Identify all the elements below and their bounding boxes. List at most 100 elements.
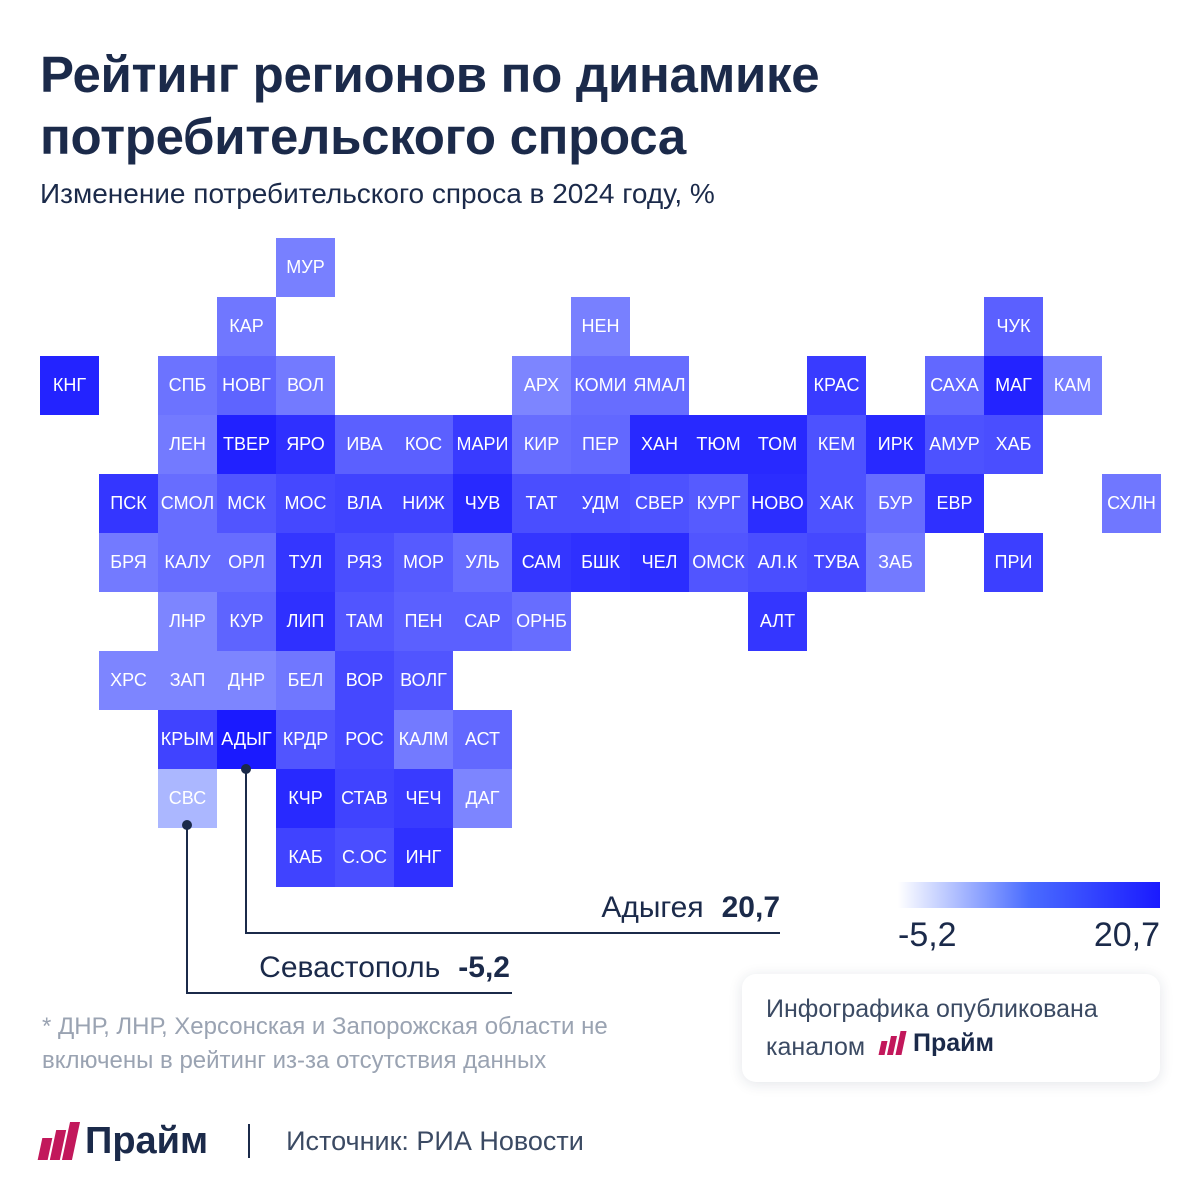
region-tile-1: КАР — [217, 297, 276, 356]
prime-logo-icon — [878, 1031, 907, 1055]
publication-brand: Прайм — [878, 1026, 995, 1060]
publication-card[interactable]: Инфографика опубликована каналом Прайм — [742, 974, 1160, 1082]
region-tile-64: ТАМ — [335, 592, 394, 651]
region-tile-25: ТОМ — [748, 415, 807, 474]
region-tile-26: КЕМ — [807, 415, 866, 474]
region-tile-75: КРЫМ — [158, 710, 217, 769]
region-tile-53: САМ — [512, 533, 571, 592]
region-tile-31: СМОЛ — [158, 474, 217, 533]
region-tile-40: КУРГ — [689, 474, 748, 533]
region-tile-87: С.ОС — [335, 828, 394, 887]
region-tile-24: ТЮМ — [689, 415, 748, 474]
region-tile-23: ХАН — [630, 415, 689, 474]
region-tile-46: БРЯ — [99, 533, 158, 592]
region-tile-32: МСК — [217, 474, 276, 533]
page-subtitle: Изменение потребительского спроса в 2024… — [40, 178, 715, 209]
region-tile-81: СВС — [158, 769, 217, 828]
callout-min-label: Севастополь -5,2 — [259, 950, 510, 986]
region-tile-5: СПБ — [158, 356, 217, 415]
footnote: * ДНР, ЛНР, Херсонская и Запорожская обл… — [42, 1013, 608, 1074]
legend-max-label: 20,7 — [1093, 916, 1160, 954]
region-tile-44: ЕВР — [925, 474, 984, 533]
publication-caption: Инфографика опубликована каналом — [766, 995, 1098, 1061]
footer: Прайм Источник: РИА Новости — [37, 1118, 584, 1164]
region-tile-45: СХЛН — [1102, 474, 1161, 533]
callout-max-label: Адыгея 20,7 — [601, 890, 780, 926]
region-tile-80: АСТ — [453, 710, 512, 769]
region-tile-73: ВОР — [335, 651, 394, 710]
region-tile-43: БУР — [866, 474, 925, 533]
region-tile-30: ПСК — [99, 474, 158, 533]
region-tile-72: БЕЛ — [276, 651, 335, 710]
region-tile-54: БШК — [571, 533, 630, 592]
region-tile-9: КОМИ — [571, 356, 630, 415]
region-tile-48: ОРЛ — [217, 533, 276, 592]
region-tile-2: НЕН — [571, 297, 630, 356]
region-tile-7: ВОЛ — [276, 356, 335, 415]
region-tile-51: МОР — [394, 533, 453, 592]
region-tile-60: ПРИ — [984, 533, 1043, 592]
region-tile-52: УЛЬ — [453, 533, 512, 592]
region-tile-62: КУР — [217, 592, 276, 651]
region-tile-67: ОРНБ — [512, 592, 571, 651]
region-tile-65: ПЕН — [394, 592, 453, 651]
region-tile-36: ЧУВ — [453, 474, 512, 533]
callout-min-horizontal-line — [186, 992, 512, 994]
region-tile-35: НИЖ — [394, 474, 453, 533]
region-tile-6: НОВГ — [217, 356, 276, 415]
region-tile-41: НОВО — [748, 474, 807, 533]
region-tile-84: ЧЕЧ — [394, 769, 453, 828]
region-tile-78: РОС — [335, 710, 394, 769]
region-tile-10: ЯМАЛ — [630, 356, 689, 415]
callout-min-vertical-line — [186, 826, 188, 994]
callout-min-name: Севастополь — [259, 951, 441, 984]
region-tile-79: КАЛМ — [394, 710, 453, 769]
region-tile-18: ИВА — [335, 415, 394, 474]
region-tile-27: ИРК — [866, 415, 925, 474]
region-tile-86: КАБ — [276, 828, 335, 887]
region-tile-77: КРДР — [276, 710, 335, 769]
region-tile-39: СВЕР — [630, 474, 689, 533]
footer-brand[interactable]: Прайм — [37, 1120, 208, 1163]
region-tile-11: КРАС — [807, 356, 866, 415]
region-tile-19: КОС — [394, 415, 453, 474]
region-tile-29: ХАБ — [984, 415, 1043, 474]
region-tile-76: АДЫГ — [217, 710, 276, 769]
region-tile-74: ВОЛГ — [394, 651, 453, 710]
region-tile-63: ЛИП — [276, 592, 335, 651]
region-tile-66: САР — [453, 592, 512, 651]
footer-source: Источник: РИА Новости — [286, 1125, 584, 1156]
footer-divider — [248, 1124, 251, 1158]
region-tile-88: ИНГ — [394, 828, 453, 887]
region-tile-59: ЗАБ — [866, 533, 925, 592]
publication-text: Инфографика опубликована каналом Прайм — [766, 992, 1160, 1064]
region-tile-38: УДМ — [571, 474, 630, 533]
region-tile-71: ДНР — [217, 651, 276, 710]
callout-max-value: 20,7 — [721, 891, 780, 924]
region-tile-12: САХА — [925, 356, 984, 415]
region-tile-28: АМУР — [925, 415, 984, 474]
region-tile-55: ЧЕЛ — [630, 533, 689, 592]
callout-max-dot — [241, 764, 251, 774]
region-tile-61: ЛНР — [158, 592, 217, 651]
region-tile-16: ТВЕР — [217, 415, 276, 474]
region-tile-70: ЗАП — [158, 651, 217, 710]
region-tile-8: АРХ — [512, 356, 571, 415]
region-tile-33: МОС — [276, 474, 335, 533]
region-tile-68: АЛТ — [748, 592, 807, 651]
region-tile-49: ТУЛ — [276, 533, 335, 592]
region-tile-34: ВЛА — [335, 474, 394, 533]
region-tile-57: АЛ.К — [748, 533, 807, 592]
region-tile-56: ОМСК — [689, 533, 748, 592]
region-tile-20: МАРИ — [453, 415, 512, 474]
callout-max-horizontal-line — [245, 932, 780, 934]
region-tile-13: МАГ — [984, 356, 1043, 415]
region-tile-58: ТУВА — [807, 533, 866, 592]
page-title: Рейтинг регионов по динамике потребитель… — [40, 46, 820, 165]
publication-brand-name: Прайм — [913, 1029, 995, 1057]
legend-min-label: -5,2 — [898, 916, 957, 954]
region-tile-0: МУР — [276, 238, 335, 297]
region-tile-15: ЛЕН — [158, 415, 217, 474]
callout-max-name: Адыгея — [601, 891, 704, 924]
region-tile-22: ПЕР — [571, 415, 630, 474]
